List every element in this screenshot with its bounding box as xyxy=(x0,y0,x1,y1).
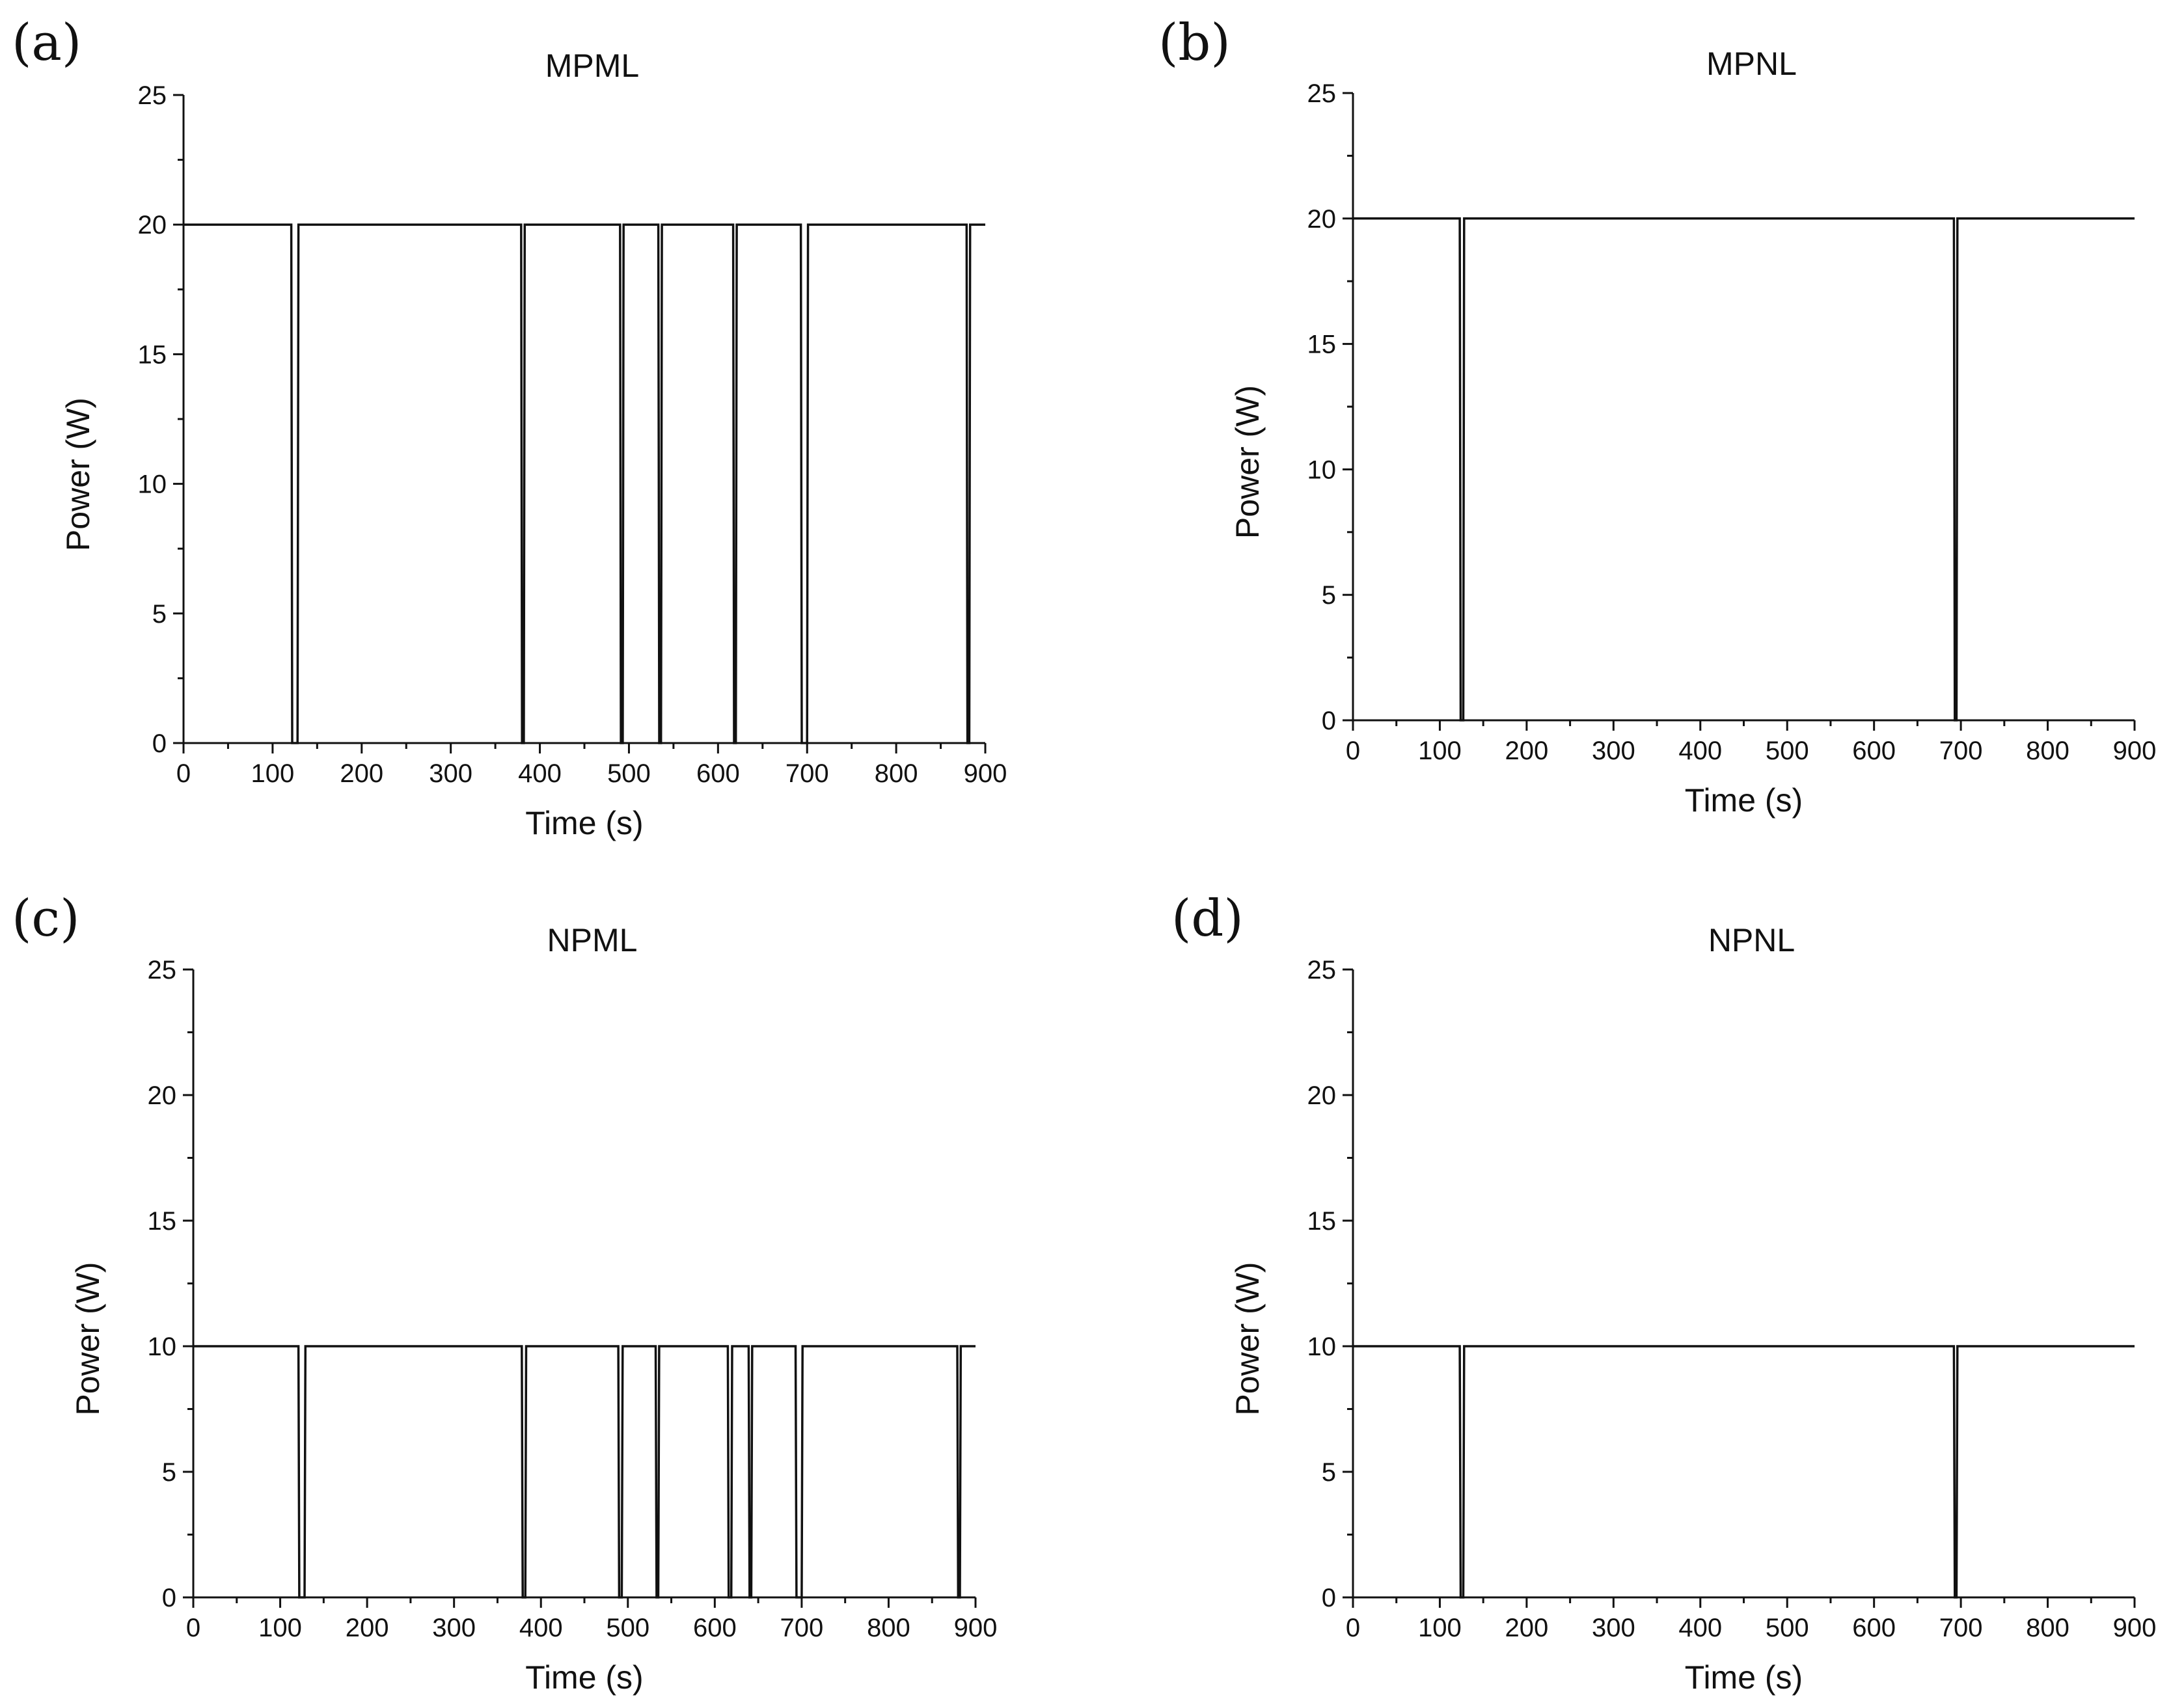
x-tick-label: 900 xyxy=(2113,737,2157,765)
y-axis-title: Power (W) xyxy=(1229,385,1266,539)
x-tick-label: 0 xyxy=(1346,1614,1360,1642)
panel-label: (b) xyxy=(1158,14,1231,72)
y-tick-label: 0 xyxy=(1322,707,1336,735)
y-tick-label: 15 xyxy=(1307,1207,1337,1236)
chart-title: NPML xyxy=(547,922,638,958)
x-tick-label: 600 xyxy=(1852,737,1896,765)
y-tick-label: 15 xyxy=(148,1207,177,1236)
y-tick-label: 25 xyxy=(1307,79,1337,108)
y-tick-label: 10 xyxy=(1307,455,1337,484)
y-tick-label: 20 xyxy=(138,211,167,239)
x-tick-label: 600 xyxy=(696,759,740,788)
panel-label: (c) xyxy=(12,889,80,948)
panel-label: (a) xyxy=(12,14,81,72)
series-line-power xyxy=(1353,1345,2135,1599)
x-tick-label: 600 xyxy=(1852,1614,1896,1642)
y-tick-label: 10 xyxy=(1307,1333,1337,1361)
x-axis-title: Time (s) xyxy=(1685,1659,1803,1696)
x-tick-label: 700 xyxy=(1939,737,1983,765)
x-tick-label: 800 xyxy=(867,1614,910,1642)
x-tick-label: 600 xyxy=(693,1614,737,1642)
y-tick-label: 5 xyxy=(162,1458,176,1487)
x-tick-label: 400 xyxy=(1678,1614,1722,1642)
x-tick-label: 0 xyxy=(176,759,191,788)
chart-title: NPNL xyxy=(1708,922,1795,958)
y-axis-title: Power (W) xyxy=(1229,1262,1266,1415)
chart-panel-c: (c) NPML 0 5 10 15 20 25 0 100 200 300 400 500 600 700 8… xyxy=(12,889,997,1696)
x-tick-label: 700 xyxy=(780,1614,824,1642)
y-tick-label: 20 xyxy=(148,1081,177,1110)
x-axis-title: Time (s) xyxy=(1685,782,1803,819)
y-tick-label: 25 xyxy=(1307,956,1337,984)
y-tick-label: 25 xyxy=(138,81,167,110)
x-tick-label: 0 xyxy=(186,1614,200,1642)
x-tick-label: 400 xyxy=(1678,737,1722,765)
x-tick-label: 100 xyxy=(1418,737,1462,765)
y-tick-label: 0 xyxy=(1322,1584,1336,1612)
x-tick-label: 500 xyxy=(606,1614,649,1642)
y-tick-label: 0 xyxy=(162,1584,176,1612)
y-tick-label: 20 xyxy=(1307,1081,1337,1110)
x-tick-label: 500 xyxy=(1766,1614,1809,1642)
y-tick-label: 10 xyxy=(148,1333,177,1361)
x-tick-label: 100 xyxy=(258,1614,302,1642)
chart-title: MPML xyxy=(545,47,639,84)
x-tick-label: 800 xyxy=(2026,737,2069,765)
y-tick-label: 10 xyxy=(138,470,167,499)
x-tick-label: 200 xyxy=(1505,1614,1549,1642)
x-tick-label: 300 xyxy=(432,1614,476,1642)
chart-panel-a: (a) MPML 0 5 10 15 20 25 0 100 200 300 400 500 600 700 8… xyxy=(12,14,1007,841)
x-tick-label: 400 xyxy=(519,1614,563,1642)
chart-panel-d: (d) NPNL 0 5 10 15 20 25 0 100 200 300 400 500 600 700 8… xyxy=(1171,889,2156,1696)
y-tick-label: 15 xyxy=(1307,331,1337,359)
y-tick-label: 20 xyxy=(1307,205,1337,234)
x-tick-label: 100 xyxy=(1418,1614,1462,1642)
panel-label: (d) xyxy=(1171,889,1244,948)
x-tick-label: 800 xyxy=(875,759,918,788)
y-tick-label: 5 xyxy=(152,600,167,629)
x-tick-label: 700 xyxy=(1939,1614,1983,1642)
x-axis-title: Time (s) xyxy=(525,805,643,841)
x-tick-label: 300 xyxy=(1592,737,1635,765)
y-axis-title: Power (W) xyxy=(70,1262,106,1415)
x-tick-label: 700 xyxy=(785,759,829,788)
x-tick-label: 800 xyxy=(2026,1614,2069,1642)
y-tick-label: 15 xyxy=(138,340,167,369)
x-tick-label: 900 xyxy=(954,1614,998,1642)
chart-title: MPNL xyxy=(1706,46,1797,82)
y-tick-label: 0 xyxy=(152,729,167,758)
chart-panel-b: (b) MPNL 0 5 10 15 20 25 0 100 200 300 400 500 600 700 8… xyxy=(1158,14,2156,819)
x-tick-label: 500 xyxy=(607,759,651,788)
x-axis-title: Time (s) xyxy=(525,1659,643,1696)
x-tick-label: 900 xyxy=(964,759,1007,788)
y-axis-title: Power (W) xyxy=(60,398,96,551)
y-tick-label: 5 xyxy=(1322,1458,1336,1487)
x-tick-label: 500 xyxy=(1766,737,1809,765)
x-tick-label: 200 xyxy=(1505,737,1549,765)
x-tick-label: 200 xyxy=(340,759,383,788)
x-tick-label: 400 xyxy=(518,759,562,788)
y-tick-label: 25 xyxy=(148,956,177,984)
x-tick-label: 200 xyxy=(346,1614,389,1642)
y-tick-label: 5 xyxy=(1322,581,1336,610)
x-tick-label: 100 xyxy=(251,759,295,788)
series-line-power xyxy=(193,1345,976,1599)
series-line-power xyxy=(1353,217,2135,722)
x-tick-label: 900 xyxy=(2113,1614,2157,1642)
x-tick-label: 0 xyxy=(1346,737,1360,765)
x-tick-label: 300 xyxy=(1592,1614,1635,1642)
x-tick-label: 300 xyxy=(429,759,472,788)
series-line-power xyxy=(184,223,985,744)
